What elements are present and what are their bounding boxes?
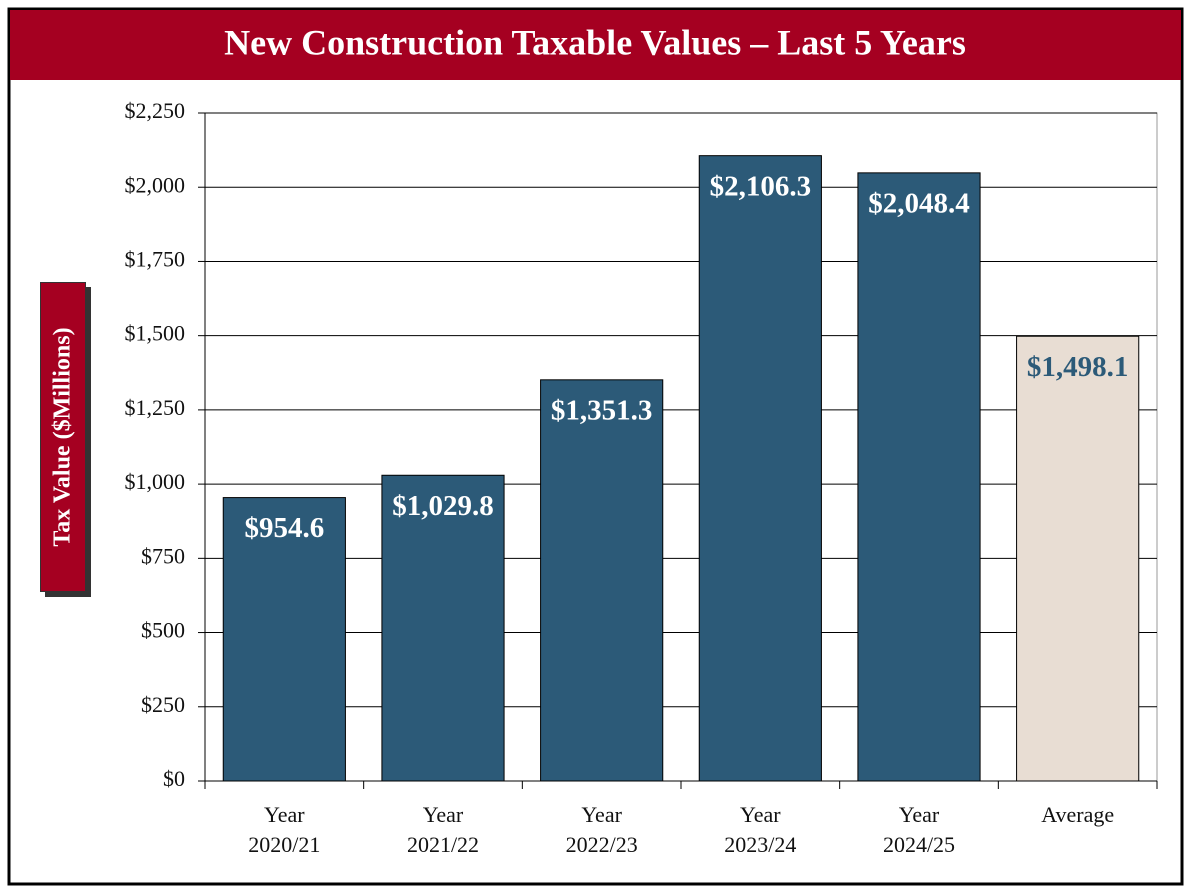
value-label: $2,048.4 [868, 188, 970, 220]
value-label: $1,351.3 [551, 394, 653, 426]
bar [1016, 335, 1140, 782]
x-tick-label: Year 2024/25 [882, 802, 956, 857]
y-tick-label: $1,250 [125, 395, 186, 420]
x-tick-label: Year 2021/22 [406, 802, 480, 857]
x-tick-label: Year 2020/21 [248, 802, 321, 857]
bar [222, 497, 346, 782]
y-tick-label: $2,250 [125, 98, 186, 123]
chart-title: New Construction Taxable Values – Last 5… [224, 22, 966, 62]
title-bar [10, 10, 1181, 80]
bar [540, 379, 664, 782]
value-label: $954.6 [244, 512, 324, 544]
y-tick-label: $250 [141, 692, 185, 717]
value-label: $1,029.8 [392, 490, 494, 522]
plot-area [204, 112, 1158, 782]
y-axis-label: Tax Value ($Millions) [49, 327, 76, 547]
x-tick-label: Year 2023/24 [724, 802, 797, 857]
y-axis-label-box: Tax Value ($Millions) [40, 282, 86, 592]
x-tick-label: Year 2022/23 [565, 802, 638, 857]
y-tick-label: $1,750 [125, 246, 186, 271]
bar [857, 172, 981, 782]
y-tick-label: $1,000 [125, 469, 186, 494]
value-label: $1,498.1 [1027, 351, 1129, 383]
x-tick-label: Average [1041, 802, 1115, 827]
y-tick-label: $0 [163, 766, 185, 791]
bar [698, 155, 822, 782]
bar [381, 474, 505, 782]
y-tick-label: $2,000 [125, 172, 186, 197]
value-label: $2,106.3 [710, 170, 812, 202]
y-tick-label: $750 [141, 543, 185, 568]
y-tick-label: $500 [141, 618, 185, 643]
y-tick-label: $1,500 [125, 321, 186, 346]
